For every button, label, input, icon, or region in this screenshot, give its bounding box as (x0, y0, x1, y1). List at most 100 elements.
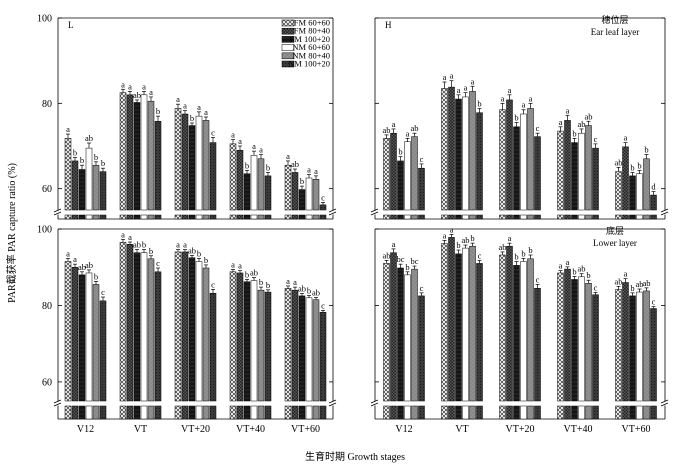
y-tick-label: 80 (42, 301, 52, 312)
bar-stub (513, 405, 520, 420)
bar-stub (506, 405, 513, 420)
x-tick-label: VT+40 (564, 424, 593, 435)
bar (513, 126, 520, 211)
significance-letter: b (586, 270, 590, 280)
significance-letter: a (176, 240, 180, 250)
bar-stub (557, 214, 564, 220)
significance-letter: c (536, 123, 540, 133)
significance-letter: ab (133, 90, 141, 100)
bar-stub (455, 214, 462, 220)
bar-stub (527, 405, 534, 420)
bar (229, 271, 237, 402)
significance-letter: b (80, 155, 84, 165)
significance-letter: d (651, 182, 656, 192)
bar-stub (615, 405, 622, 420)
bar-stub (643, 405, 650, 420)
x-axis-title: 生育时期 Growth stages (305, 450, 405, 463)
bar (312, 299, 320, 402)
bar-stub (126, 214, 134, 220)
significance-letter: b (477, 98, 481, 108)
bar-stub (462, 214, 469, 220)
bar (147, 258, 155, 402)
bar (557, 272, 564, 402)
y-tick-label: 100 (37, 225, 52, 236)
axis-break-mark (328, 208, 337, 213)
bar (557, 130, 564, 211)
bar (92, 164, 100, 211)
bar-stub (119, 405, 127, 420)
bar (236, 150, 244, 211)
bar (390, 252, 397, 402)
bar-stub (195, 405, 203, 420)
bar-stub (298, 405, 306, 420)
bar-stub (650, 405, 657, 420)
panel-title-en: Lower layer (593, 238, 637, 248)
bar-stub (154, 214, 162, 220)
bar-stub (636, 405, 643, 420)
bar (520, 113, 527, 211)
bar-stub (133, 214, 141, 220)
bar (564, 120, 571, 211)
bar (476, 263, 483, 402)
significance-letter: ab (298, 284, 306, 294)
significance-letter: a (176, 94, 180, 104)
bar (257, 289, 265, 402)
bar-stub (71, 405, 79, 420)
significance-letter: a (204, 107, 208, 117)
bar (85, 272, 93, 402)
bar (154, 271, 162, 402)
bar (243, 281, 251, 402)
significance-letter: a (66, 124, 70, 134)
bar-stub (92, 405, 100, 420)
significance-letter: b (405, 262, 409, 272)
y-axis-title: PAR截获率 PAR capture ratio (%) (5, 163, 18, 303)
bar (564, 268, 571, 402)
significance-letter: c (478, 250, 482, 260)
legend-label: FM 100+20 (290, 34, 330, 44)
axis-break-mark (370, 211, 379, 216)
bar-stub (469, 405, 476, 420)
bar (418, 295, 425, 402)
bar-stub (534, 405, 541, 420)
bar (305, 177, 313, 211)
significance-letter: a (471, 76, 475, 86)
bar (284, 164, 292, 211)
bar (411, 268, 418, 402)
bar (622, 146, 629, 211)
significance-letter: a (293, 277, 297, 287)
significance-letter: b (266, 162, 270, 172)
axis-break-mark (53, 402, 62, 407)
significance-letter: ab (312, 287, 320, 297)
bar (133, 102, 141, 211)
bar (312, 179, 320, 211)
significance-letter: a (231, 260, 235, 270)
bar-stub (243, 214, 251, 220)
axis-break-mark (328, 402, 337, 407)
panel-title-en: Ear leaf layer (591, 27, 639, 37)
significance-letter: b (307, 286, 311, 296)
bar (462, 247, 469, 402)
bar-stub (195, 214, 203, 220)
category-group: a ab abb b (229, 260, 272, 420)
significance-letter: a (183, 101, 187, 111)
bar-stub (250, 405, 258, 420)
significance-letter: a (450, 224, 454, 234)
significance-letter: a (566, 257, 570, 267)
bar (181, 251, 189, 402)
bar (174, 108, 182, 211)
significance-letter: a (197, 102, 201, 112)
y-tick-label: 60 (42, 184, 52, 195)
bar-stub (236, 405, 244, 420)
axis-break-mark (328, 399, 337, 404)
significance-letter: ab (498, 242, 506, 252)
bar-stub (592, 405, 599, 420)
bar-stub (257, 405, 265, 420)
bar (383, 263, 390, 402)
significance-letter: a (73, 254, 77, 264)
